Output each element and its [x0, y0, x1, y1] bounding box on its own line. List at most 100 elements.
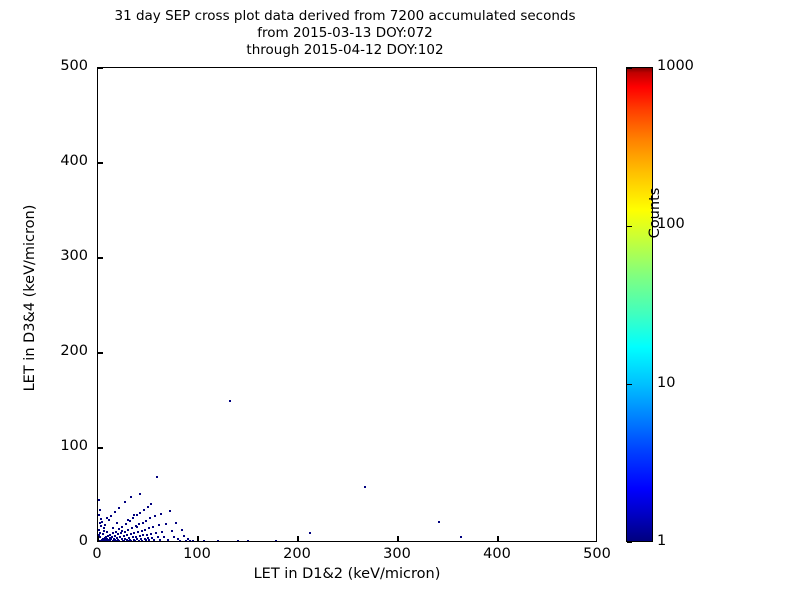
x-tick-label: 300: [383, 546, 411, 562]
title-line-1: 31 day SEP cross plot data derived from …: [114, 8, 576, 24]
scatter-point: [122, 539, 124, 541]
scatter-point: [126, 540, 129, 541]
scatter-point: [134, 539, 136, 541]
scatter-point: [109, 540, 112, 541]
colorbar-title: Counts: [647, 187, 663, 239]
scatter-point: [104, 538, 107, 541]
x-tick-label: 500: [583, 546, 611, 562]
scatter-point: [104, 523, 107, 526]
scatter-point: [121, 525, 124, 528]
scatter-point: [102, 538, 105, 541]
scatter-point: [165, 523, 167, 525]
scatter-point: [135, 535, 138, 538]
scatter-point: [112, 532, 114, 535]
scatter-point: [160, 512, 162, 515]
scatter-point: [181, 529, 183, 532]
y-tick-label: 0: [78, 533, 88, 549]
title-line-3: through 2015-04-12 DOY:102: [246, 42, 444, 58]
y-axis-tick: [98, 257, 103, 259]
scatter-point: [147, 527, 150, 530]
scatter-point: [147, 537, 150, 540]
scatter-point: [133, 514, 135, 517]
colorbar-tick: [627, 384, 632, 386]
scatter-point: [138, 535, 141, 538]
y-tick-label: 100: [60, 438, 88, 454]
scatter-point: [110, 538, 113, 541]
scatter-point: [105, 517, 108, 520]
x-axis-tick: [98, 536, 100, 541]
scatter-point: [112, 540, 115, 541]
scatter-point: [492, 541, 494, 542]
scatter-point: [247, 539, 249, 541]
y-tick-label: 400: [60, 153, 88, 169]
scatter-point: [212, 541, 214, 542]
scatter-point: [119, 536, 121, 539]
scatter-point: [109, 533, 112, 536]
colorbar-tick-label: 1: [657, 533, 667, 549]
scatter-point: [116, 540, 119, 541]
scatter-point: [103, 537, 106, 540]
scatter-point: [189, 540, 191, 541]
scatter-point: [117, 538, 120, 541]
scatter-point: [125, 539, 128, 541]
scatter-point: [185, 540, 187, 541]
scatter-point: [158, 524, 160, 527]
scatter-point: [127, 529, 130, 532]
scatter-point: [119, 540, 122, 541]
scatter-point: [133, 532, 136, 535]
colorbar: [626, 67, 653, 543]
scatter-point: [267, 541, 269, 542]
colorbar-tick: [627, 68, 632, 70]
scatter-point: [203, 539, 205, 541]
scatter-point: [141, 521, 144, 524]
scatter-point: [114, 539, 117, 541]
scatter-point: [105, 541, 107, 542]
x-tick-label: 400: [483, 546, 511, 562]
scatter-point: [118, 506, 120, 509]
scatter-point: [103, 526, 106, 529]
chart-title: 31 day SEP cross plot data derived from …: [0, 8, 690, 59]
scatter-point: [114, 530, 117, 533]
scatter-point: [140, 529, 143, 532]
scatter-point: [143, 537, 146, 540]
scatter-point: [129, 538, 132, 541]
scatter-point: [99, 541, 101, 542]
scatter-point: [159, 538, 161, 541]
x-axis-tick: [497, 536, 499, 541]
scatter-plot-area: [97, 67, 597, 542]
scatter-point: [100, 541, 102, 542]
scatter-point: [141, 539, 144, 541]
scatter-point: [99, 508, 102, 511]
scatter-point: [275, 540, 277, 541]
scatter-point: [460, 536, 462, 539]
scatter-point: [217, 540, 219, 541]
y-tick-label: 300: [60, 248, 88, 264]
scatter-point: [195, 540, 197, 541]
scatter-point: [105, 539, 108, 541]
scatter-point: [149, 532, 152, 535]
colorbar-tick-label: 100: [657, 216, 685, 233]
scatter-point: [140, 538, 142, 540]
x-tick-label: 100: [183, 546, 211, 562]
y-tick-label: 500: [60, 58, 88, 74]
scatter-point: [163, 536, 165, 539]
scatter-point: [98, 540, 101, 541]
scatter-point: [118, 539, 121, 541]
scatter-point: [183, 535, 185, 538]
scatter-point: [102, 541, 104, 542]
y-axis-tick: [98, 162, 103, 164]
x-tick-label: 200: [283, 546, 311, 562]
scatter-point: [130, 540, 133, 541]
scatter-point: [111, 541, 113, 542]
scatter-point: [101, 533, 104, 536]
scatter-point: [139, 511, 142, 514]
scatter-point: [104, 540, 107, 541]
scatter-point: [177, 538, 179, 541]
scatter-point: [325, 541, 327, 542]
scatter-point: [115, 536, 118, 539]
scatter-point: [108, 519, 111, 522]
scatter-point: [103, 540, 106, 541]
scatter-point: [227, 540, 229, 541]
scatter-point: [157, 536, 159, 539]
y-axis-tick: [98, 68, 103, 70]
